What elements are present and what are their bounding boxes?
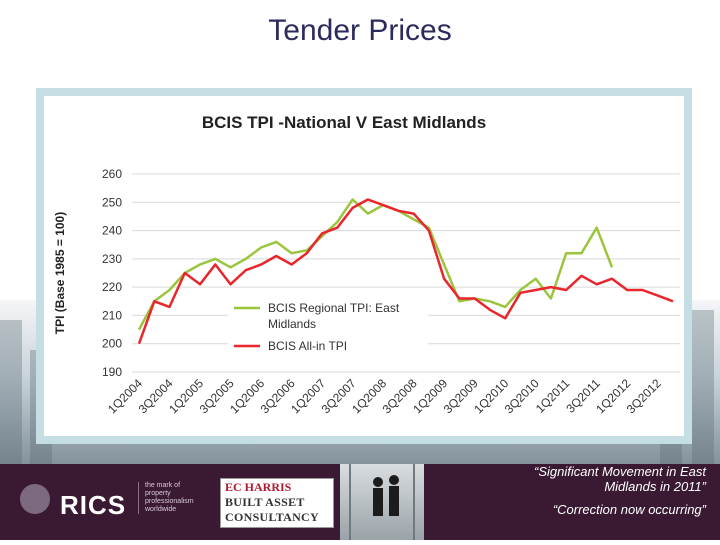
rics-wordmark: RICS: [60, 490, 127, 520]
chart-title: BCIS TPI -National V East Midlands: [202, 113, 486, 132]
people-silhouette-icon: [349, 464, 415, 540]
rics-tagline: the mark of property professionalism wor…: [138, 482, 205, 514]
y-tick-label: 260: [102, 167, 122, 181]
x-tick-label: 3Q2012: [624, 376, 664, 416]
ec-harris-line3: CONSULTANCY: [225, 510, 319, 524]
quote-line-2: Midlands in 2011”: [604, 479, 706, 494]
y-tick-label: 230: [102, 252, 122, 266]
people-photo: [340, 464, 424, 540]
chart-panel: BCIS TPI -National V East Midlands TPI (B…: [44, 96, 684, 436]
quote-line-1: “Significant Movement in East: [534, 464, 706, 479]
quote-line-3: “Correction now occurring”: [552, 502, 706, 517]
legend-label-regional-cont: Midlands: [268, 317, 316, 331]
series-line-regional: [137, 198, 614, 331]
ec-harris-logo: EC HARRIS BUILT ASSET CONSULTANCY: [220, 478, 334, 528]
legend-label-regional: BCIS Regional TPI: East: [268, 301, 400, 315]
legend-box: [228, 292, 428, 358]
rics-crest-icon: [20, 484, 50, 514]
rics-logo: RICS the mark of property professionalis…: [20, 476, 210, 528]
y-tick-label: 250: [102, 195, 122, 209]
line-chart: BCIS TPI -National V East Midlands TPI (B…: [53, 113, 680, 416]
ec-harris-name: EC HARRIS: [225, 480, 292, 494]
y-tick-label: 220: [102, 280, 122, 294]
legend-label-all-in: BCIS All-in TPI: [268, 339, 347, 353]
quote-block: “Significant Movement in East Midlands i…: [416, 464, 706, 517]
y-tick-label: 210: [102, 308, 122, 322]
chart-frame: BCIS TPI -National V East Midlands TPI (B…: [36, 88, 692, 444]
footer-bar: RICS the mark of property professionalis…: [0, 464, 720, 540]
series-line-all-in: [137, 198, 674, 345]
ec-harris-line2: BUILT ASSET: [225, 495, 305, 509]
y-tick-label: 240: [102, 224, 122, 238]
page-title: Tender Prices: [268, 14, 452, 47]
y-tick-label: 200: [102, 337, 122, 351]
y-tick-label: 190: [102, 365, 122, 379]
y-axis-label: TPI (Base 1985 = 100): [53, 212, 67, 334]
